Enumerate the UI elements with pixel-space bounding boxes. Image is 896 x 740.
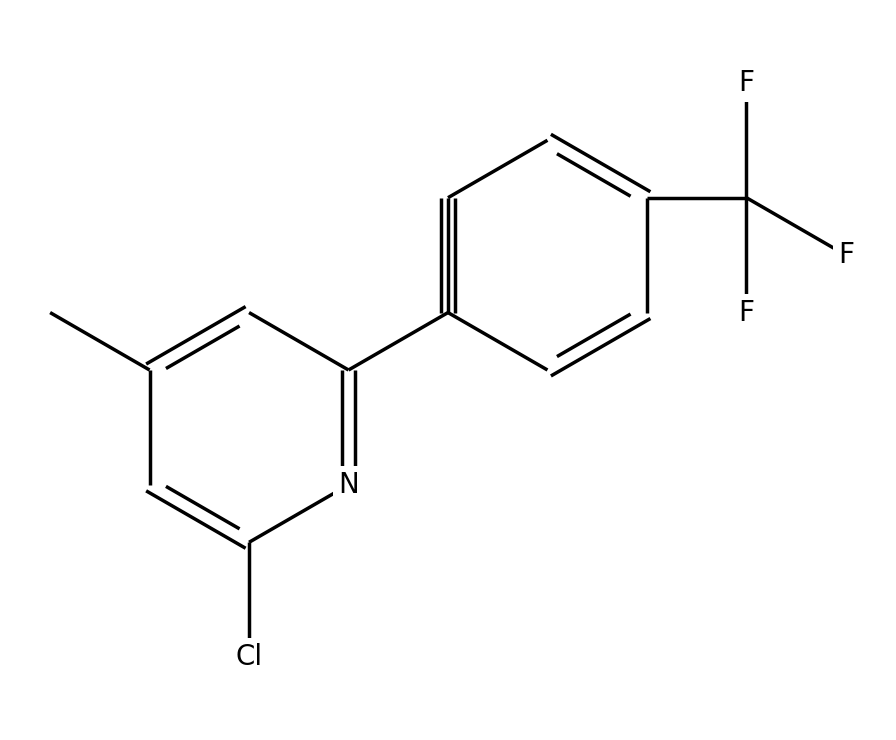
Text: N: N [338,471,359,499]
Text: F: F [838,241,854,269]
Text: F: F [738,298,754,326]
Text: Cl: Cl [236,643,263,671]
Text: F: F [738,69,754,97]
